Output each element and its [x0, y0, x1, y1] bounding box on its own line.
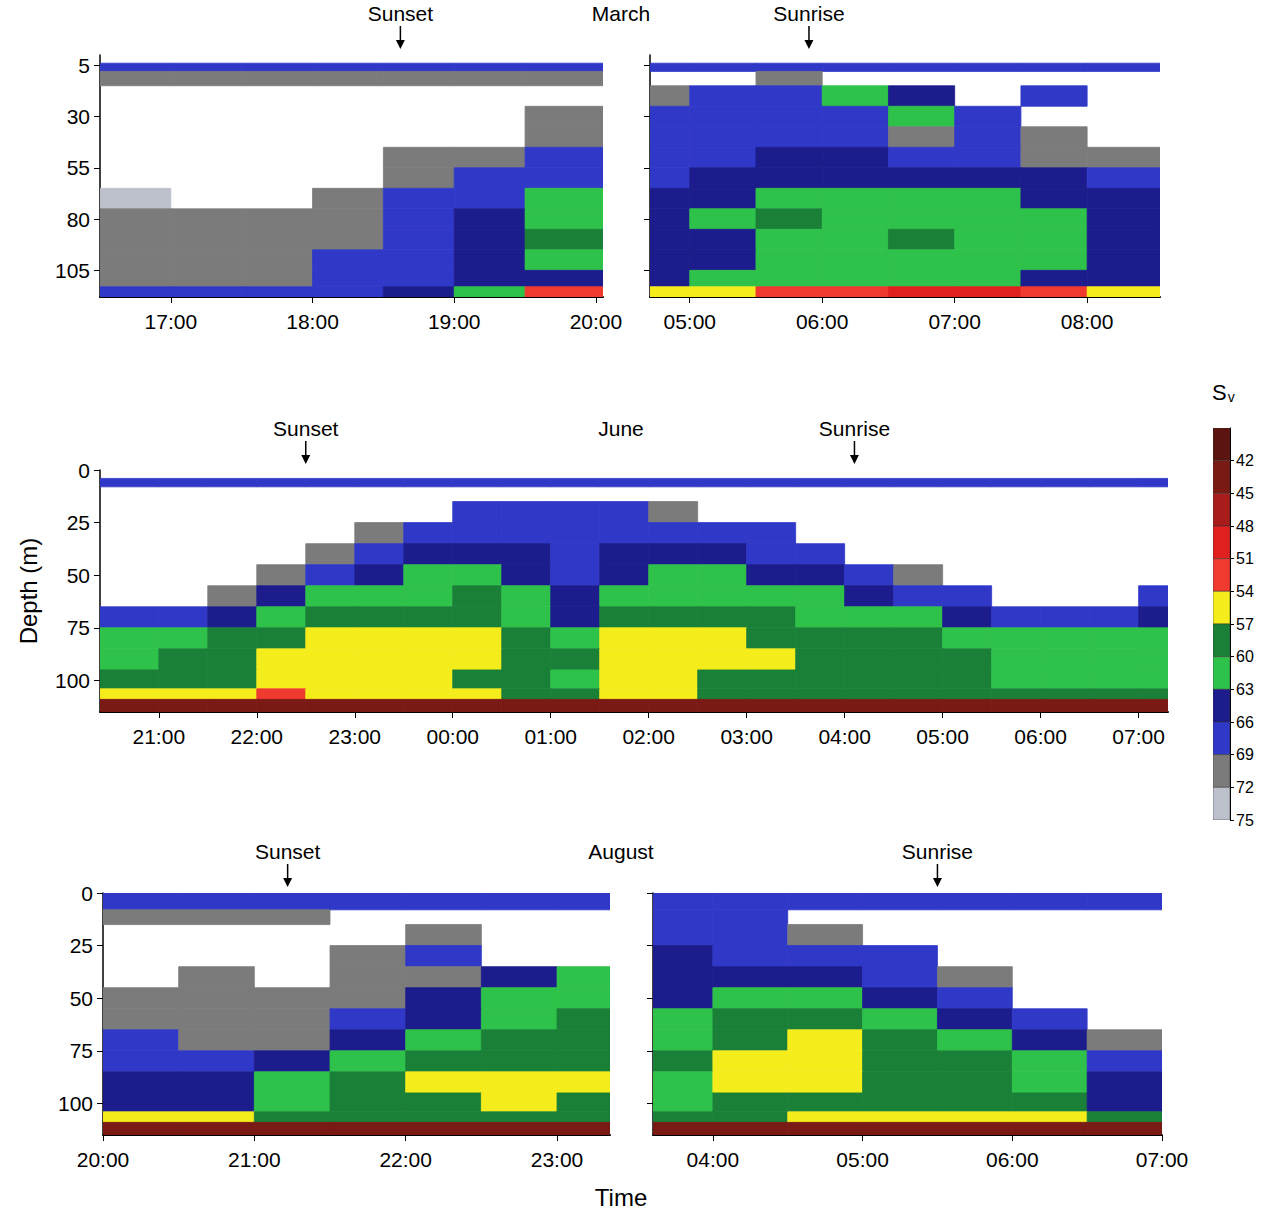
svg-text:03:00: 03:00 — [720, 725, 773, 748]
svg-text:69: 69 — [1236, 746, 1254, 763]
svg-text:05:00: 05:00 — [836, 1148, 889, 1171]
svg-text:55: 55 — [67, 156, 90, 179]
svg-text:Sunset: Sunset — [368, 2, 434, 25]
svg-text:22:00: 22:00 — [379, 1148, 432, 1171]
svg-text:48: 48 — [1236, 518, 1254, 535]
svg-text:23:00: 23:00 — [531, 1148, 584, 1171]
svg-text:66: 66 — [1236, 714, 1254, 731]
svg-text:45: 45 — [1236, 485, 1254, 502]
svg-text:Sunrise: Sunrise — [902, 840, 973, 863]
svg-text:05:00: 05:00 — [663, 310, 716, 333]
svg-text:05:00: 05:00 — [916, 725, 969, 748]
svg-text:60: 60 — [1236, 648, 1254, 665]
svg-text:54: 54 — [1236, 583, 1254, 600]
svg-text:0: 0 — [78, 459, 90, 482]
svg-text:23:00: 23:00 — [328, 725, 381, 748]
svg-text:42: 42 — [1236, 452, 1254, 469]
svg-text:100: 100 — [58, 1092, 93, 1115]
svg-text:04:00: 04:00 — [818, 725, 871, 748]
svg-text:March: March — [592, 2, 650, 25]
svg-text:19:00: 19:00 — [428, 310, 481, 333]
svg-text:07:00: 07:00 — [1112, 725, 1165, 748]
svg-text:20:00: 20:00 — [570, 310, 623, 333]
svg-text:50: 50 — [67, 564, 90, 587]
svg-text:02:00: 02:00 — [622, 725, 675, 748]
svg-text:06:00: 06:00 — [986, 1148, 1039, 1171]
svg-text:51: 51 — [1236, 550, 1254, 567]
svg-text:04:00: 04:00 — [687, 1148, 740, 1171]
svg-text:August: August — [588, 840, 654, 863]
svg-text:06:00: 06:00 — [1014, 725, 1067, 748]
svg-text:Time: Time — [595, 1184, 647, 1211]
svg-text:0: 0 — [81, 882, 93, 905]
svg-text:v: v — [1228, 389, 1235, 405]
svg-text:17:00: 17:00 — [145, 310, 198, 333]
svg-text:Sunrise: Sunrise — [819, 417, 890, 440]
svg-text:30: 30 — [67, 105, 90, 128]
svg-text:June: June — [598, 417, 644, 440]
svg-text:00:00: 00:00 — [426, 725, 479, 748]
svg-text:Sunset: Sunset — [255, 840, 321, 863]
svg-text:105: 105 — [55, 259, 90, 282]
svg-text:06:00: 06:00 — [796, 310, 849, 333]
svg-text:75: 75 — [67, 616, 90, 639]
svg-text:75: 75 — [70, 1039, 93, 1062]
svg-text:Depth (m): Depth (m) — [15, 538, 42, 645]
svg-text:75: 75 — [1236, 812, 1254, 829]
svg-text:5: 5 — [78, 54, 90, 77]
svg-text:72: 72 — [1236, 779, 1254, 796]
svg-text:57: 57 — [1236, 616, 1254, 633]
svg-text:50: 50 — [70, 987, 93, 1010]
svg-text:22:00: 22:00 — [230, 725, 283, 748]
svg-text:07:00: 07:00 — [928, 310, 981, 333]
svg-text:Sunrise: Sunrise — [773, 2, 844, 25]
svg-text:S: S — [1212, 380, 1227, 405]
svg-text:01:00: 01:00 — [524, 725, 577, 748]
svg-text:80: 80 — [67, 208, 90, 231]
svg-text:25: 25 — [70, 934, 93, 957]
svg-text:18:00: 18:00 — [286, 310, 339, 333]
svg-text:07:00: 07:00 — [1136, 1148, 1189, 1171]
svg-text:25: 25 — [67, 511, 90, 534]
svg-text:21:00: 21:00 — [133, 725, 186, 748]
svg-text:08:00: 08:00 — [1061, 310, 1114, 333]
svg-text:Sunset: Sunset — [273, 417, 339, 440]
svg-text:100: 100 — [55, 669, 90, 692]
svg-text:21:00: 21:00 — [228, 1148, 281, 1171]
svg-text:63: 63 — [1236, 681, 1254, 698]
svg-text:20:00: 20:00 — [77, 1148, 130, 1171]
